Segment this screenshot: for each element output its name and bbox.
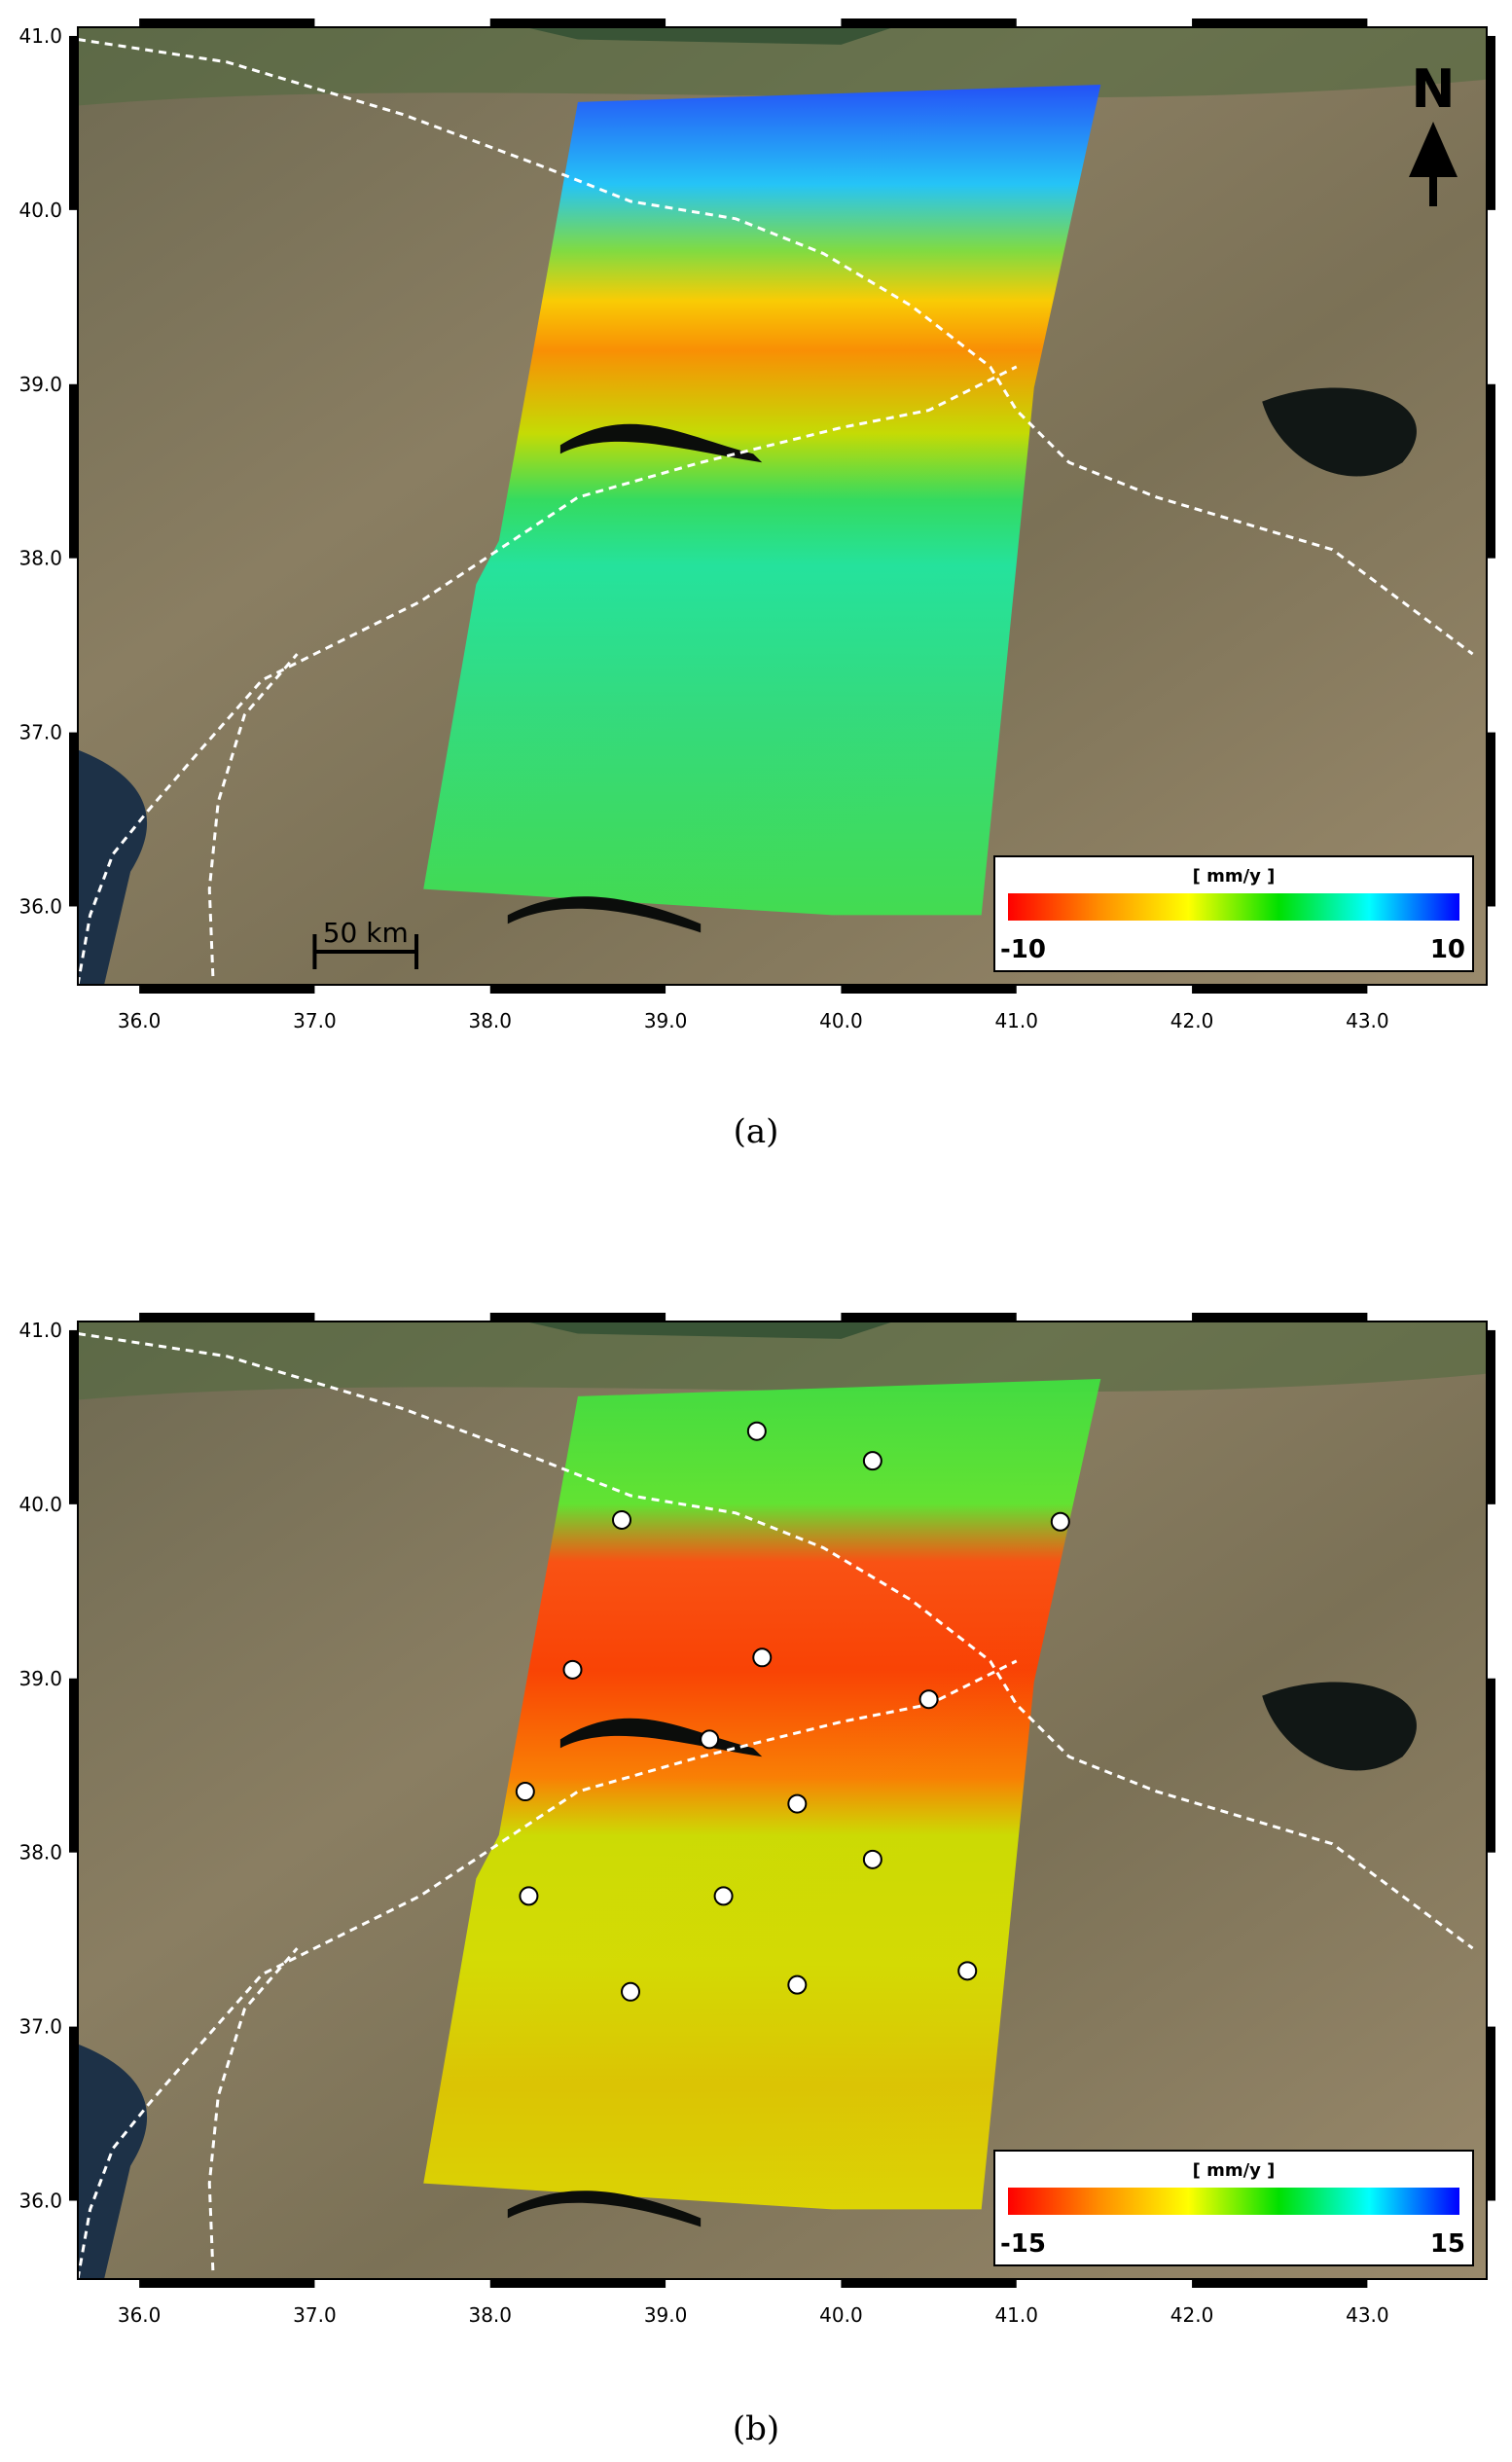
coastal-vegetation bbox=[78, 1322, 1487, 1400]
gps-station bbox=[746, 1421, 767, 1441]
keban-reservoir bbox=[559, 423, 763, 463]
y-tick-label: 41.0 bbox=[18, 1319, 62, 1342]
fault-line bbox=[78, 38, 1474, 656]
x-tick-label: 36.0 bbox=[118, 1009, 162, 1032]
panel-a: 36.0 37.0 38.0 39.0 40.0 41.0 42.0 43.0 41.0 40.0… bbox=[0, 0, 1512, 1051]
gps-station bbox=[1050, 1511, 1070, 1532]
x-tick-label: 39.0 bbox=[644, 2303, 688, 2327]
y-tick-label: 38.0 bbox=[18, 547, 62, 570]
coastal-vegetation bbox=[78, 27, 1487, 106]
colorbar-legend: [ mm/y ] -15 15 bbox=[993, 2150, 1474, 2266]
colorbar-gradient bbox=[1008, 2188, 1459, 2215]
map-b: 36.0 37.0 38.0 39.0 40.0 41.0 42.0 43.0 41.0 40.0… bbox=[18, 1313, 1495, 2327]
frame-border bbox=[69, 18, 1495, 994]
gps-station bbox=[621, 1981, 641, 2002]
colorbar-max-label: 15 bbox=[1430, 2229, 1465, 2259]
fault-line bbox=[78, 1332, 1474, 1950]
colorbar-max-label: 10 bbox=[1430, 935, 1465, 964]
mediterranean-sea bbox=[78, 749, 148, 985]
gps-station bbox=[519, 1886, 539, 1906]
y-tick-label: 38.0 bbox=[18, 1841, 62, 1865]
x-tick-label: 38.0 bbox=[468, 1009, 512, 1032]
y-tick-label: 40.0 bbox=[18, 199, 62, 222]
colorbar-min-label: -10 bbox=[1000, 935, 1046, 964]
fault-line bbox=[207, 1947, 299, 2271]
gps-station bbox=[918, 1689, 939, 1710]
colorbar-unit: [ mm/y ] bbox=[1193, 2160, 1276, 2181]
north-arrow-shaft bbox=[1429, 175, 1437, 206]
gps-station bbox=[515, 1782, 535, 1802]
x-tick-label: 43.0 bbox=[1346, 2303, 1389, 2327]
scale-bar-label: 50 km bbox=[323, 917, 409, 949]
gps-station bbox=[752, 1647, 773, 1668]
x-tick-label: 38.0 bbox=[468, 2303, 512, 2327]
satellite-basemap bbox=[78, 1322, 1487, 2279]
x-tick-label: 39.0 bbox=[644, 1009, 688, 1032]
gps-station bbox=[957, 1961, 978, 1981]
colorbar-min-label: -15 bbox=[1000, 2229, 1046, 2259]
gps-station bbox=[862, 1451, 882, 1471]
gps-station bbox=[612, 1509, 632, 1530]
x-tick-label: 43.0 bbox=[1346, 1009, 1389, 1032]
y-tick-label: 39.0 bbox=[18, 1667, 62, 1690]
gps-station bbox=[787, 1974, 808, 1995]
y-tick-label: 36.0 bbox=[18, 894, 62, 918]
caption-a: (a) bbox=[733, 1112, 779, 1151]
frame-border bbox=[69, 1313, 1495, 2288]
north-arrow-icon: N bbox=[1409, 58, 1458, 206]
gps-station bbox=[787, 1793, 808, 1814]
y-tick-label: 41.0 bbox=[18, 24, 62, 48]
x-tick-label: 42.0 bbox=[1170, 1009, 1214, 1032]
ataturk-reservoir bbox=[507, 896, 702, 933]
lake-van bbox=[1262, 387, 1417, 477]
x-tick-label: 40.0 bbox=[819, 2303, 863, 2327]
x-tick-label: 41.0 bbox=[994, 1009, 1038, 1032]
y-tick-label: 37.0 bbox=[18, 721, 62, 744]
y-tick-label: 40.0 bbox=[18, 1493, 62, 1516]
gps-station bbox=[713, 1886, 734, 1906]
gps-station bbox=[562, 1659, 583, 1680]
ataturk-reservoir bbox=[507, 2190, 702, 2227]
x-tick-label: 37.0 bbox=[293, 2303, 337, 2327]
mediterranean-sea bbox=[78, 2044, 148, 2279]
y-tick-label: 36.0 bbox=[18, 2189, 62, 2212]
fault-line bbox=[78, 1659, 1018, 2279]
x-tick-label: 36.0 bbox=[118, 2303, 162, 2327]
x-tick-label: 41.0 bbox=[994, 2303, 1038, 2327]
satellite-basemap bbox=[78, 27, 1487, 985]
insar-swath bbox=[423, 85, 1101, 916]
colorbar-legend: [ mm/y ] -10 10 bbox=[993, 855, 1474, 972]
fault-line bbox=[207, 653, 299, 977]
colorbar-unit: [ mm/y ] bbox=[1193, 866, 1276, 887]
y-tick-label: 37.0 bbox=[18, 2015, 62, 2039]
x-tick-label: 42.0 bbox=[1170, 2303, 1214, 2327]
gps-station bbox=[700, 1729, 720, 1750]
map-a: 36.0 37.0 38.0 39.0 40.0 41.0 42.0 43.0 41.0 40.0… bbox=[18, 18, 1495, 1032]
caption-b: (b) bbox=[732, 2409, 780, 2448]
north-arrow-head bbox=[1409, 122, 1458, 177]
y-tick-label: 39.0 bbox=[18, 373, 62, 396]
x-tick-label: 40.0 bbox=[819, 1009, 863, 1032]
colorbar-gradient bbox=[1008, 893, 1459, 921]
lake-van bbox=[1262, 1682, 1417, 1771]
insar-swath bbox=[423, 1379, 1101, 2210]
panel-b: 36.0 37.0 38.0 39.0 40.0 41.0 42.0 43.0 41.0 40.0… bbox=[0, 1294, 1512, 2345]
gps-station bbox=[862, 1849, 882, 1869]
x-tick-label: 37.0 bbox=[293, 1009, 337, 1032]
fault-line bbox=[78, 365, 1018, 985]
north-label: N bbox=[1411, 58, 1455, 120]
scale-bar: 50 km bbox=[312, 917, 419, 969]
